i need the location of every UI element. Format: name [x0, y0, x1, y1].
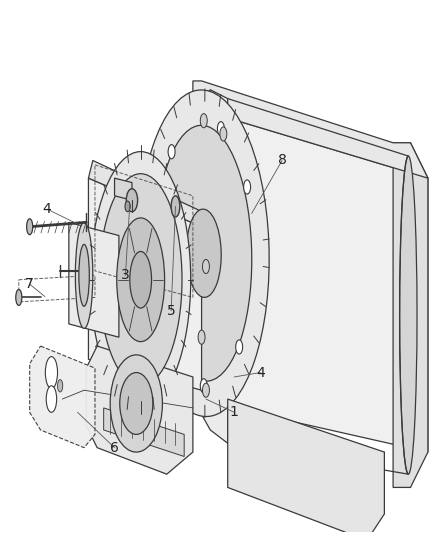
- Ellipse shape: [399, 156, 417, 474]
- Ellipse shape: [57, 379, 63, 392]
- Text: 5: 5: [167, 304, 176, 318]
- Polygon shape: [104, 408, 184, 456]
- Ellipse shape: [171, 196, 180, 217]
- Polygon shape: [30, 346, 95, 448]
- Ellipse shape: [200, 114, 207, 128]
- Ellipse shape: [46, 386, 57, 413]
- Ellipse shape: [198, 330, 205, 344]
- Polygon shape: [88, 178, 201, 390]
- Polygon shape: [193, 81, 428, 178]
- Ellipse shape: [186, 209, 221, 297]
- Ellipse shape: [156, 125, 252, 381]
- Ellipse shape: [162, 332, 169, 345]
- Ellipse shape: [202, 383, 209, 397]
- Ellipse shape: [110, 355, 162, 452]
- Text: 8: 8: [278, 154, 286, 167]
- Polygon shape: [393, 143, 428, 487]
- Ellipse shape: [150, 235, 157, 249]
- Ellipse shape: [202, 260, 209, 273]
- Polygon shape: [69, 222, 119, 337]
- Ellipse shape: [125, 201, 130, 212]
- Text: 6: 6: [110, 441, 119, 455]
- Ellipse shape: [220, 127, 227, 141]
- Ellipse shape: [117, 218, 165, 342]
- Ellipse shape: [126, 189, 138, 212]
- Ellipse shape: [200, 379, 207, 393]
- Ellipse shape: [168, 144, 175, 159]
- Ellipse shape: [138, 90, 269, 416]
- Polygon shape: [228, 399, 385, 533]
- Text: 4: 4: [43, 202, 51, 216]
- Polygon shape: [86, 346, 193, 474]
- Ellipse shape: [130, 252, 152, 308]
- Ellipse shape: [99, 174, 182, 386]
- Ellipse shape: [217, 122, 224, 136]
- Polygon shape: [88, 160, 206, 227]
- Ellipse shape: [236, 340, 243, 354]
- Polygon shape: [193, 108, 428, 452]
- Ellipse shape: [244, 180, 251, 194]
- Ellipse shape: [91, 151, 191, 408]
- Ellipse shape: [46, 357, 57, 389]
- Polygon shape: [193, 90, 228, 443]
- Ellipse shape: [16, 289, 22, 305]
- Ellipse shape: [120, 373, 153, 434]
- Ellipse shape: [79, 245, 89, 306]
- Text: 3: 3: [121, 268, 130, 282]
- Text: 7: 7: [25, 277, 34, 291]
- Polygon shape: [115, 178, 132, 200]
- Text: 1: 1: [230, 405, 239, 419]
- Ellipse shape: [27, 219, 33, 235]
- Text: 4: 4: [256, 366, 265, 379]
- Ellipse shape: [75, 222, 93, 328]
